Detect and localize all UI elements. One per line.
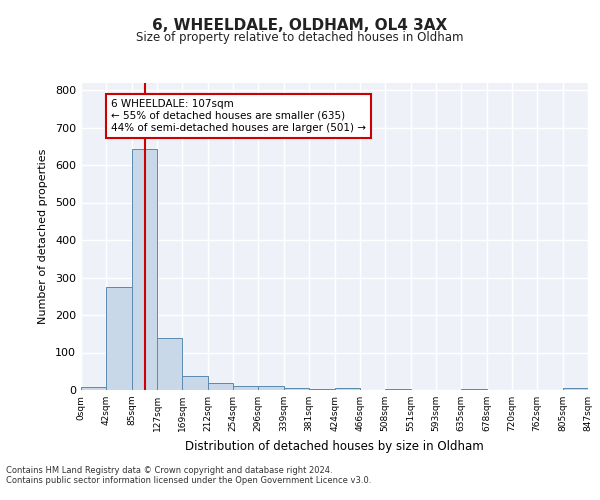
Text: Size of property relative to detached houses in Oldham: Size of property relative to detached ho… xyxy=(136,31,464,44)
Bar xyxy=(106,287,132,390)
Bar xyxy=(309,388,335,390)
Bar xyxy=(258,386,284,390)
Y-axis label: Number of detached properties: Number of detached properties xyxy=(38,148,48,324)
Text: 6, WHEELDALE, OLDHAM, OL4 3AX: 6, WHEELDALE, OLDHAM, OL4 3AX xyxy=(152,18,448,32)
Bar xyxy=(461,388,487,390)
Bar xyxy=(563,388,588,390)
Bar xyxy=(182,376,208,390)
Bar xyxy=(208,382,233,390)
Bar xyxy=(157,338,182,390)
Bar xyxy=(385,388,411,390)
Bar xyxy=(81,388,106,390)
Bar xyxy=(132,149,157,390)
Bar xyxy=(335,388,360,390)
Bar xyxy=(284,388,309,390)
X-axis label: Distribution of detached houses by size in Oldham: Distribution of detached houses by size … xyxy=(185,440,484,452)
Bar xyxy=(233,386,258,390)
Text: Contains HM Land Registry data © Crown copyright and database right 2024.
Contai: Contains HM Land Registry data © Crown c… xyxy=(6,466,371,485)
Text: 6 WHEELDALE: 107sqm
← 55% of detached houses are smaller (635)
44% of semi-detac: 6 WHEELDALE: 107sqm ← 55% of detached ho… xyxy=(111,100,366,132)
